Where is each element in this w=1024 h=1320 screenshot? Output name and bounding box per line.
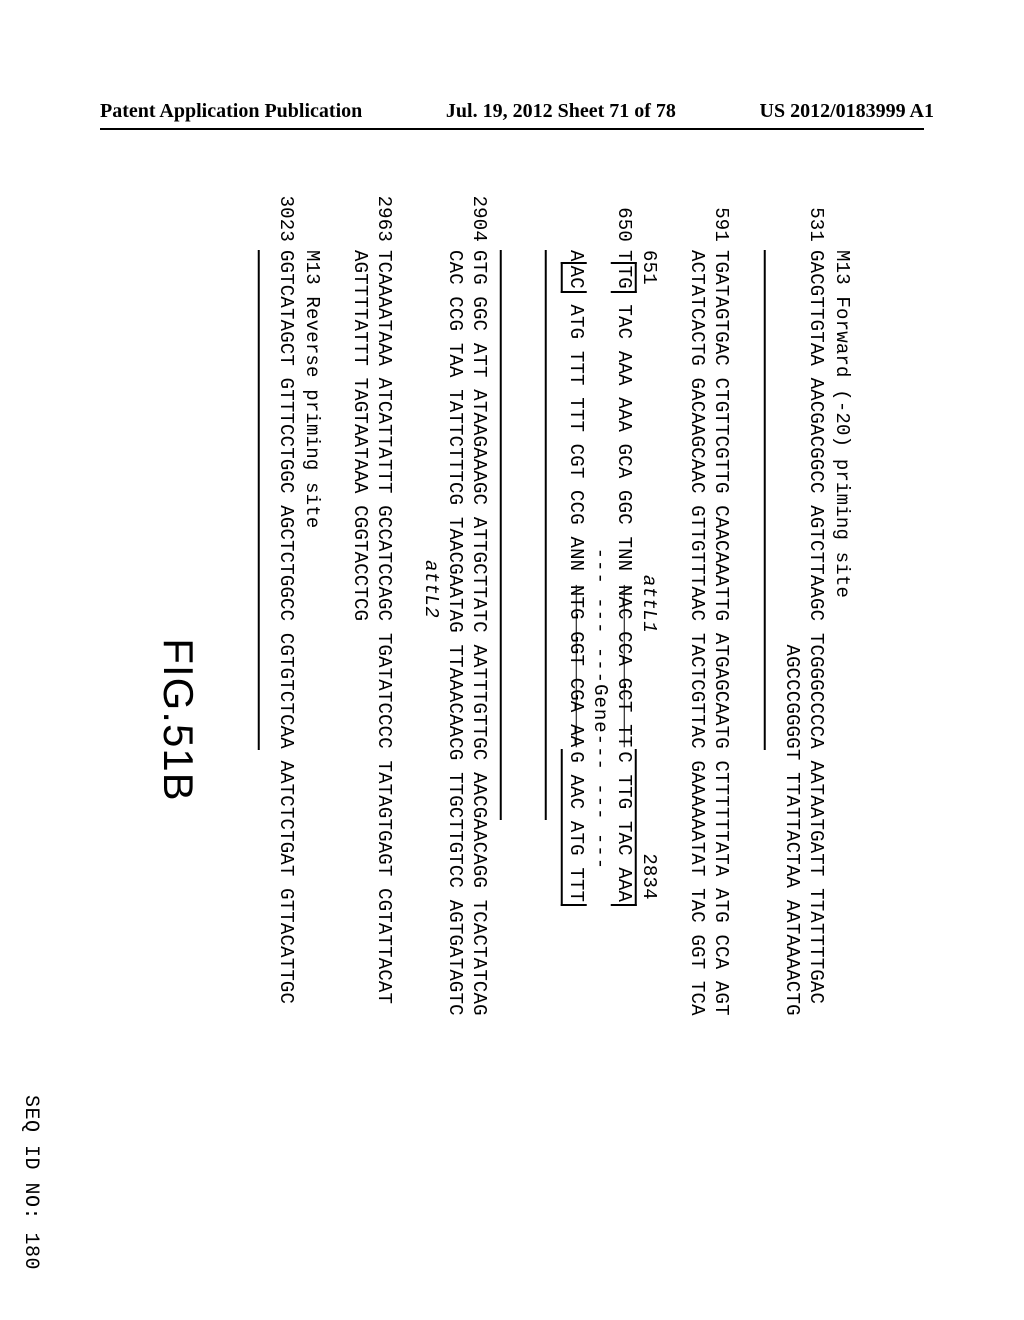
seq-591-bot: ACTATCACTG GACAAGCAAC GTTGTTTAAC TACTCGT… — [684, 250, 708, 1016]
header-left: Patent Application Publication — [100, 100, 362, 123]
gene-dash-label: --- --- ---Gene--- --- --- — [587, 250, 611, 870]
seq-2904-top: GTG GGC ATT ATAAGAAAGC ATTGCTTATC AATTTG… — [466, 250, 490, 1016]
seq-block-2963: 2963 TCAAAATAAA ATCATTATTT GCCATCCAGC TG… — [347, 190, 395, 1250]
header-center: Jul. 19, 2012 Sheet 71 of 78 — [446, 100, 676, 123]
figure-caption: FIG.51B — [151, 190, 204, 1250]
seq-block-650: 651 attL1 2834 650 TTG TAC AAA AAA GCA G… — [538, 190, 661, 1250]
pos-531: 531 — [803, 190, 827, 242]
seq-650-bot-pre: A — [565, 250, 587, 262]
pos-2904: 2904 — [466, 190, 490, 242]
pos-2834-label: 2834 — [638, 853, 660, 899]
gene-dash-text: --- --- ---Gene--- --- --- — [589, 548, 611, 870]
underline-3023 — [258, 250, 262, 750]
seq-2904-bot: CAC CCG TAA TATTCTTTCG TAACGAATAG TTAAAC… — [442, 250, 466, 1016]
seq-531-top: GACGTTGTAA AACGACGGCC AGTCTTAAGC TCGGGCC… — [803, 250, 827, 1004]
seq-650-bot-outline: NTG GGT CGA AA — [563, 583, 587, 749]
label-m13-fwd: M13 Forward (-20) priming site — [829, 250, 853, 1250]
seq-row-650-bot: xxx AAC ATG TTT TTT CGT CCG ANN NTG GGT … — [561, 190, 587, 1250]
seq-block-531: M13 Forward (-20) priming site 531 GACGT… — [756, 190, 853, 1250]
label-m13-rev: M13 Reverse priming site — [299, 250, 323, 1250]
seq-650-top-mid: TAC AAA AAA GCA GGC TNN — [613, 293, 635, 583]
seq-row-531-bot: xxx AGCCCGGGGT TTATTACTAA AATAAAACTG — [780, 190, 804, 1250]
overline-2904 — [498, 250, 502, 820]
seq-2963-top: TCAAAATAAA ATCATTATTT GCCATCCAGC TGATATC… — [371, 250, 395, 1004]
seq-650-top-box1: TG — [611, 262, 637, 293]
seq-row-591-bot: xxx ACTATCACTG GACAAGCAAC GTTGTTTAAC TAC… — [684, 190, 708, 1250]
seq-block-2904: 2904 GTG GGC ATT ATAAGAAAGC ATTGCTTATC A… — [419, 190, 514, 1250]
seq-row-531-top: 531 GACGTTGTAA AACGACGGCC AGTCTTAAGC TCG… — [803, 190, 827, 1250]
seq-591-top: TGATAGTGAC CTGTTCGTTG CAACAAATTG ATGAGCA… — [708, 250, 732, 1016]
seq-row-2963-top: 2963 TCAAAATAAA ATCATTATTT GCCATCCAGC TG… — [371, 190, 395, 1250]
seq-650-bot-mid: ATG TTT TTT CGT CCG ANN — [565, 293, 587, 583]
pos-650: 650 — [611, 190, 635, 242]
page-root: Patent Application Publication Jul. 19, … — [0, 0, 1024, 1320]
seq-2963-bot: AGTTTTATTT TAGTAATAAA CGGTACCTCG — [347, 250, 371, 621]
seq-row-650-top: 650 TTG TAC AAA AAA GCA GGC TNN NAC CCA … — [611, 190, 637, 1250]
seq-row-3023-top: 3023 GGTCATAGCT GTTTCCTGGC AGCTCTGGCC CG… — [274, 190, 298, 1250]
label-attl1: attL1 — [638, 575, 660, 633]
seq-block-591: 591 TGATAGTGAC CTGTTCGTTG CAACAAATTG ATG… — [684, 190, 732, 1250]
seq-650-top-pre: T — [613, 250, 635, 262]
seq-650-bot-box2: G AAC ATG TTT — [561, 749, 587, 906]
seq-531-bot: AGCCCGGGGT TTATTACTAA AATAAAACTG — [780, 250, 804, 1016]
seq-3023-top: GGTCATAGCT GTTTCCTGGC AGCTCTGGCC CGTGTCT… — [274, 250, 298, 1004]
underline-531 — [764, 250, 768, 750]
figure-body: M13 Forward (-20) priming site 531 GACGT… — [151, 190, 873, 1250]
seq-650-top-outline: NAC CCA GCT TT — [611, 583, 635, 749]
pos-2963: 2963 — [371, 190, 395, 242]
seq-block-3023: M13 Reverse priming site 3023 GGTCATAGCT… — [250, 190, 323, 1250]
pos-3023: 3023 — [274, 190, 298, 242]
seq-row-591-top: 591 TGATAGTGAC CTGTTCGTTG CAACAAATTG ATG… — [708, 190, 732, 1250]
seq-row-2904-bot: xxxx CAC CCG TAA TATTCTTTCG TAACGAATAG T… — [442, 190, 466, 1250]
page-header: Patent Application Publication Jul. 19, … — [0, 100, 1024, 123]
marker-651-2834: 651 attL1 2834 — [638, 250, 660, 900]
header-right: US 2012/0183999 A1 — [760, 100, 934, 123]
seq-row-2904-top: 2904 GTG GGC ATT ATAAGAAAGC ATTGCTTATC A… — [466, 190, 490, 1250]
pos-651-label: 651 — [638, 250, 660, 285]
seq-650-bot-box1: AC — [561, 262, 587, 293]
seq-row-650-gene: xxx --- --- ---Gene--- --- --- — [587, 190, 611, 1250]
seq-row-2963-bot: xxxx AGTTTTATTT TAGTAATAAA CGGTACCTCG — [347, 190, 371, 1250]
seq-650-top-box2: C TTG TAC AAA — [611, 749, 637, 906]
pos-591: 591 — [708, 190, 732, 242]
seq-650-top: TTG TAC AAA AAA GCA GGC TNN NAC CCA GCT … — [611, 250, 637, 906]
header-rule — [100, 128, 924, 130]
seq-650-bot: AAC ATG TTT TTT CGT CCG ANN NTG GGT CGA … — [561, 250, 587, 906]
seq-id-no: SEQ ID NO: 180 — [18, 1095, 43, 1270]
underline-650 — [545, 250, 549, 820]
label-attl2: attL2 — [419, 560, 443, 1250]
